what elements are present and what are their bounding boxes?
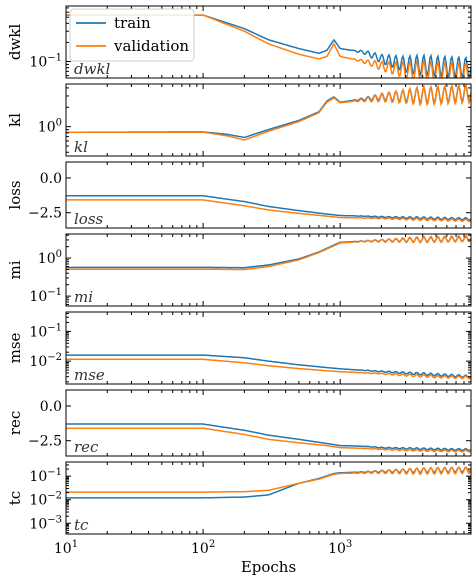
y-tick-label: 10−1 [29, 53, 62, 71]
y-tick-label: 0.0 [40, 399, 62, 415]
x-tick-label: 101 [54, 539, 78, 557]
y-axis-label: tc [6, 491, 24, 505]
y-tick-label: −2.5 [28, 206, 62, 222]
legend-label-train: train [114, 14, 151, 32]
legend: train validation [69, 8, 195, 62]
y-axis-label: mse [6, 332, 24, 363]
y-tick-label: 10−1 [29, 287, 62, 305]
x-tick-label: 103 [328, 539, 352, 557]
series-validation-mi [66, 234, 471, 271]
y-tick-label: 10−1 [29, 322, 62, 340]
series-train-rec [66, 423, 471, 452]
series-train-mi [66, 235, 471, 269]
y-tick-label: 0.0 [40, 171, 62, 187]
y-axis-label: kl [6, 113, 24, 127]
y-tick-label: 100 [38, 249, 62, 267]
y-axis-label: dwkl [6, 24, 24, 61]
series-validation-kl [66, 84, 471, 141]
legend-label-validation: validation [113, 37, 189, 55]
panel-inner-label: mi [74, 288, 93, 306]
series-validation-tc [66, 466, 471, 493]
x-axis-label: Epochs [241, 558, 296, 576]
y-tick-label: 10−2 [29, 491, 62, 509]
axes-frame [65, 311, 472, 385]
axes-frame [65, 83, 472, 157]
legend-box [69, 8, 195, 62]
y-tick-label: 100 [38, 118, 62, 136]
series-train-loss [66, 195, 471, 221]
x-tick-label: 102 [191, 539, 215, 557]
panel-inner-label: kl [74, 138, 88, 156]
y-axis-label: loss [6, 180, 24, 209]
series-validation-loss [66, 199, 471, 223]
y-tick-label: −2.5 [28, 434, 62, 450]
axes-frame [65, 389, 472, 457]
panel-mi: 100 10−1 mi mi [6, 233, 472, 307]
y-tick-label: 10−1 [29, 467, 62, 485]
panel-tc: 10−1 10−2 10−3 tc tc [6, 461, 472, 535]
panel-inner-label: dwkl [74, 60, 111, 78]
y-tick-label: 10−3 [29, 514, 62, 532]
panel-inner-label: loss [74, 210, 104, 228]
y-tick-label: 10−2 [29, 352, 62, 370]
panel-inner-label: mse [74, 366, 105, 384]
panel-kl: 100 kl kl [6, 83, 472, 157]
panel-mse: 10−1 10−2 mse mse [6, 311, 472, 385]
panel-inner-label: rec [74, 438, 99, 456]
series-train-kl [66, 84, 471, 139]
series-train-tc [66, 466, 471, 499]
series-validation-mse [66, 358, 471, 380]
y-axis-label: rec [6, 411, 24, 435]
axes-frame [65, 233, 472, 307]
series-train-mse [66, 354, 471, 379]
panel-inner-label: tc [74, 516, 89, 534]
y-axis-label: mi [6, 260, 24, 279]
series-validation-rec [66, 427, 471, 453]
